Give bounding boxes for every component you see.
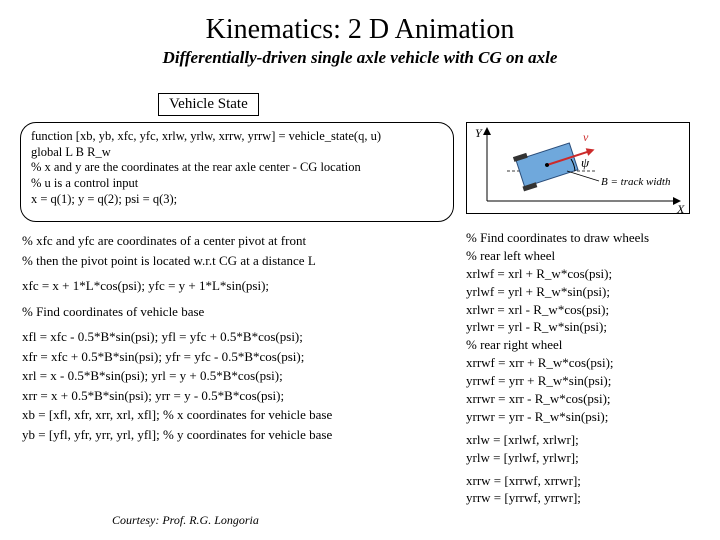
page-title: Kinematics: 2 D Animation — [0, 0, 720, 46]
code-line: xb = [xfl, xfr, xrr, xrl, xfl]; % x coor… — [22, 406, 452, 424]
section-label: Vehicle State — [158, 93, 259, 116]
page-subtitle: Differentially-driven single axle vehicl… — [0, 48, 720, 68]
code-line: yrrwr = yrr - R_w*sin(psi); — [466, 409, 712, 426]
code-line: xfc = x + 1*L*cos(psi); yfc = y + 1*L*si… — [22, 277, 452, 295]
code-line: % Find coordinates to draw wheels — [466, 230, 712, 247]
code-line: yrlwr = yrl - R_w*sin(psi); — [466, 319, 712, 336]
code-line: % xfc and yfc are coordinates of a cente… — [22, 232, 452, 250]
code-line: yrlw = [yrlwf, yrlwr]; — [466, 450, 712, 467]
code-line: yrrwf = yrr + R_w*sin(psi); — [466, 373, 712, 390]
code-line: xrlwr = xrl - R_w*cos(psi); — [466, 302, 712, 319]
code-line: % rear right wheel — [466, 337, 712, 354]
code-line: % Find coordinates of vehicle base — [22, 303, 452, 321]
x-axis-label: X — [676, 202, 685, 215]
code-right-block: % Find coordinates to draw wheels % rear… — [466, 230, 712, 508]
credit-line: Courtesy: Prof. R.G. Longoria — [112, 513, 259, 528]
code-line: yrrw = [yrrwf, yrrwr]; — [466, 490, 712, 507]
code-line: xrrw = [xrrwf, xrrwr]; — [466, 473, 712, 490]
code-box: function [xb, yb, xfc, yfc, xrlw, yrlw, … — [20, 122, 454, 222]
code-line: xfr = xfc + 0.5*B*sin(psi); yfr = yfc - … — [22, 348, 452, 366]
code-line: % x and y are the coordinates at the rea… — [31, 160, 443, 176]
code-line: xrlw = [xrlwf, xrlwr]; — [466, 432, 712, 449]
code-line: function [xb, yb, xfc, yfc, xrlw, yrlw, … — [31, 129, 443, 145]
track-width-label: B = track width — [601, 176, 671, 188]
code-line: x = q(1); y = q(2); psi = q(3); — [31, 192, 443, 208]
vehicle-diagram: Y X v ψ B = track width — [466, 122, 690, 214]
code-left-block: % xfc and yfc are coordinates of a cente… — [22, 232, 452, 445]
code-line: yb = [yfl, yfr, yrr, yrl, yfl]; % y coor… — [22, 426, 452, 444]
code-line: yrlwf = yrl + R_w*sin(psi); — [466, 284, 712, 301]
code-line: % rear left wheel — [466, 248, 712, 265]
y-axis-label: Y — [475, 126, 483, 140]
code-line: xrlwf = xrl + R_w*cos(psi); — [466, 266, 712, 283]
code-line: global L B R_w — [31, 145, 443, 161]
psi-label: ψ — [581, 155, 590, 170]
code-line: xrrwf = xrr + R_w*cos(psi); — [466, 355, 712, 372]
code-line: xfl = xfc - 0.5*B*sin(psi); yfl = yfc + … — [22, 328, 452, 346]
code-line: % u is a control input — [31, 176, 443, 192]
code-line: % then the pivot point is located w.r.t … — [22, 252, 452, 270]
code-line: xrl = x - 0.5*B*sin(psi); yrl = y + 0.5*… — [22, 367, 452, 385]
code-line: xrr = x + 0.5*B*sin(psi); yrr = y - 0.5*… — [22, 387, 452, 405]
v-label: v — [583, 130, 589, 144]
code-line: xrrwr = xrr - R_w*cos(psi); — [466, 391, 712, 408]
